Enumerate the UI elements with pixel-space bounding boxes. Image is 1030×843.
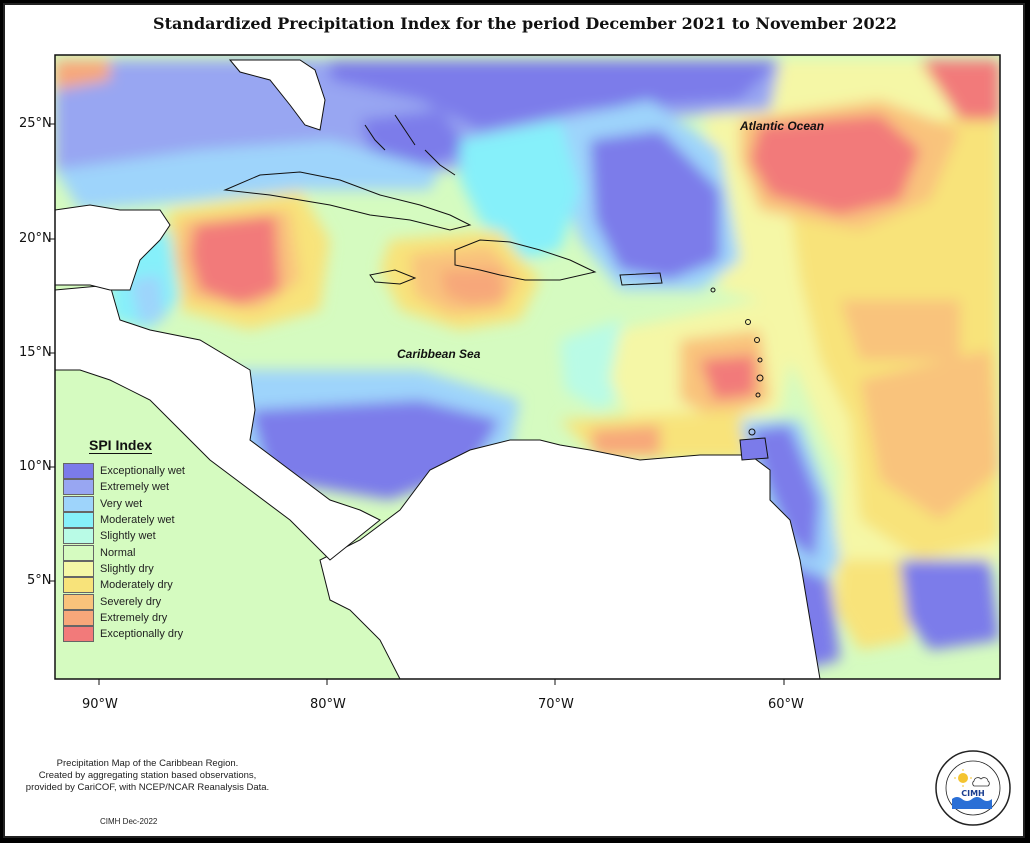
legend-item: Normal (63, 544, 203, 561)
puerto-rico-outline (619, 272, 663, 286)
legend-swatch (63, 577, 94, 594)
caribbean-sea-label: Caribbean Sea (397, 347, 481, 361)
legend-swatch (63, 463, 94, 480)
x-tick-90w: 90°W (82, 697, 118, 712)
legend-rows: Exceptionally wet Extremely wet Very wet Mo… (63, 463, 203, 643)
spi-field (55, 60, 1000, 670)
legend-item: Exceptionally dry (63, 626, 203, 643)
legend-swatch (63, 609, 94, 626)
legend-swatch (63, 560, 94, 577)
y-tick-10n: 10°N (19, 459, 52, 474)
south-america-land (319, 439, 821, 679)
legend-item: Extremely wet (63, 479, 203, 496)
mexico-land (55, 204, 171, 291)
atlantic-ocean-label: Atlantic Ocean (740, 119, 825, 133)
legend-swatch (63, 512, 94, 529)
legend-item: Slightly dry (63, 560, 203, 577)
jamaica-outline (369, 269, 417, 285)
x-tick-80w: 80°W (310, 697, 346, 712)
y-tick-15n: 15°N (19, 345, 52, 360)
cuba-outline (223, 171, 472, 231)
x-tick-70w: 70°W (538, 697, 574, 712)
bahamas-outline (364, 114, 456, 176)
legend-swatch (63, 495, 94, 512)
legend-item: Moderately wet (63, 512, 203, 529)
hispaniola-outline (454, 239, 597, 281)
legend-swatch (63, 544, 94, 561)
notes-line-1: Precipitation Map of the Caribbean Regio… (56, 758, 239, 769)
legend-label: Severely dry (100, 595, 162, 608)
legend-item: Moderately dry (63, 577, 203, 594)
legend-swatch (63, 626, 94, 643)
legend-label: Moderately dry (100, 579, 173, 592)
map-border (54, 54, 1001, 680)
map-notes: Precipitation Map of the Caribbean Regio… (10, 758, 285, 794)
y-tick-5n: 5°N (27, 573, 52, 588)
legend-swatch (63, 593, 94, 610)
legend-label: Normal (100, 546, 136, 559)
legend-item: Very wet (63, 495, 203, 512)
legend-label: Extremely dry (100, 611, 168, 624)
legend-item: Extremely dry (63, 609, 203, 626)
legend-label: Slightly dry (100, 562, 154, 575)
legend-label: Very wet (100, 497, 143, 510)
logo-text: CIMH (961, 789, 985, 798)
legend-label: Moderately wet (100, 514, 175, 527)
florida-land (228, 59, 326, 131)
credit-text: CIMH Dec-2022 (100, 817, 158, 826)
legend-swatch (63, 528, 94, 545)
legend-label: Exceptionally wet (100, 465, 185, 478)
axis-ticks (49, 123, 785, 685)
legend-title: SPI Index (89, 437, 153, 454)
y-tick-25n: 25°N (19, 116, 52, 131)
cimh-logo: CIMH (935, 750, 1011, 826)
x-tick-60w: 60°W (768, 697, 804, 712)
legend: SPI Index Exceptionally wet Extremely wet… (63, 437, 203, 643)
notes-line-2: Created by aggregating station based obs… (38, 770, 257, 781)
legend-item: Exceptionally wet (63, 463, 203, 480)
trinidad-outline (739, 437, 769, 461)
legend-label: Extremely wet (100, 481, 170, 494)
legend-item: Severely dry (63, 593, 203, 610)
central-america-land (55, 284, 381, 561)
lesser-antilles (710, 287, 764, 436)
legend-swatch (63, 479, 94, 496)
legend-item: Slightly wet (63, 528, 203, 545)
legend-label: Exceptionally dry (100, 628, 184, 641)
notes-line-3: provided by CariCOF, with NCEP/NCAR Rean… (25, 782, 270, 793)
legend-label: Slightly wet (100, 530, 156, 543)
map-title: Standardized Precipitation Index for the… (153, 14, 897, 33)
y-tick-20n: 20°N (19, 231, 52, 246)
